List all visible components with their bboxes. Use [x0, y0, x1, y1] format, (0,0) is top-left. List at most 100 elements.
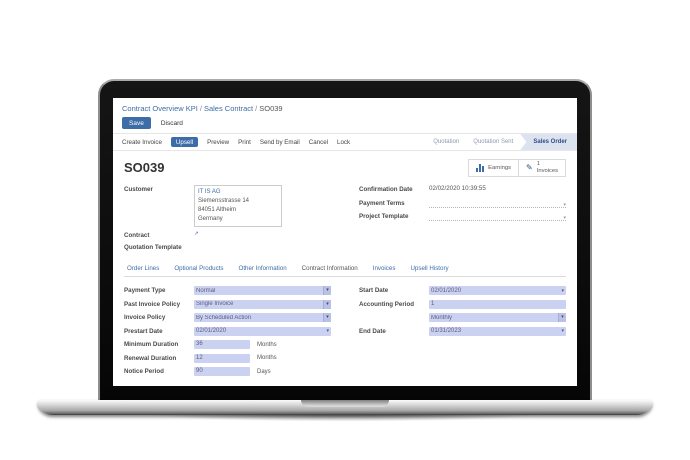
payment-type-label: Payment Type: [124, 287, 166, 294]
accounting-interval-select[interactable]: Monthly ▾: [429, 313, 566, 322]
invoice-policy-label: Invoice Policy: [124, 314, 166, 321]
discard-button[interactable]: Discard: [160, 119, 183, 127]
upsell-button[interactable]: Upsell: [170, 137, 199, 147]
info-fields: Customer IT IS AG Siemensstrasse 14 8405…: [124, 185, 566, 255]
end-date-field[interactable]: 01/31/2023 ▾: [429, 326, 566, 336]
earnings-stat-button[interactable]: Earnings: [468, 159, 520, 177]
payment-terms-label: Payment Terms: [359, 200, 405, 207]
breadcrumb-link-sales-contract[interactable]: Sales Contract: [203, 104, 254, 113]
edit-actions-row: Save Discard: [113, 113, 577, 133]
create-invoice-button[interactable]: Create Invoice: [122, 138, 162, 146]
tab-optional-products[interactable]: Optional Products: [174, 265, 224, 272]
payment-terms-field[interactable]: ▾: [429, 199, 566, 208]
chevron-down-icon: ▾: [558, 313, 566, 322]
accounting-period-label: Accounting Period: [359, 300, 415, 308]
payment-type-select[interactable]: Normal ▾: [194, 286, 331, 295]
customer-name-link[interactable]: IT IS AG: [198, 189, 221, 195]
info-left-column: Customer IT IS AG Siemensstrasse 14 8405…: [124, 185, 331, 255]
control-panel: Create Invoice Upsell Preview Print Send…: [113, 133, 577, 151]
prestart-date-field[interactable]: 02/01/2020 ▾: [194, 326, 331, 336]
print-button[interactable]: Print: [238, 138, 251, 146]
field-row-prestart-date: Prestart Date 02/01/2020 ▾: [124, 326, 331, 336]
tab-invoices[interactable]: Invoices: [372, 265, 396, 272]
quotation-template-label: Quotation Template: [124, 244, 182, 251]
notebook-tabs: Order Lines Optional Products Other Info…: [124, 265, 566, 277]
form-sheet: SO039 Earnings ✎ 1 Invoices: [113, 151, 577, 381]
customer-address-line: Siemensstrasse 14: [198, 198, 250, 204]
field-row-accounting-period: Accounting Period 1: [359, 299, 566, 309]
tab-other-information[interactable]: Other Information: [238, 265, 287, 272]
customer-address-line: 84051 Altheim: [198, 207, 237, 213]
notice-period-unit: Days: [257, 368, 271, 375]
laptop-base: [38, 400, 652, 415]
field-row-past-invoice-policy: Past Invoice Policy Single Invoice ▾: [124, 299, 331, 309]
confirmation-date-value: 02/02/2020 10:39:55: [429, 185, 486, 192]
contract-left-column: Payment Type Normal ▾ Past Invoice Polic…: [124, 286, 331, 381]
breadcrumb-current: SO039: [259, 104, 283, 113]
prestart-date-label: Prestart Date: [124, 327, 163, 335]
renewal-duration-label: Renewal Duration: [124, 354, 177, 362]
minimum-duration-input[interactable]: 36: [194, 340, 250, 349]
breadcrumb-link-contract-overview-kpi[interactable]: Contract Overview KPI: [122, 104, 198, 113]
past-invoice-policy-select[interactable]: Single Invoice ▾: [194, 299, 331, 309]
breadcrumb: Contract Overview KPI / Sales Contract / SO0…: [113, 98, 577, 113]
tab-contract-information[interactable]: Contract Information: [301, 265, 358, 272]
status-quotation-sent[interactable]: Quotation Sent: [473, 139, 514, 145]
lock-button[interactable]: Lock: [337, 138, 351, 146]
field-row-confirmation-date: Confirmation Date 02/02/2020 10:39:55: [359, 185, 566, 193]
breadcrumb-separator: /: [199, 104, 202, 113]
chevron-down-icon: ▾: [563, 215, 566, 221]
notice-period-label: Notice Period: [124, 368, 164, 375]
statusbar: Quotation Quotation Sent Sales Order: [426, 134, 577, 150]
renewal-duration-input[interactable]: 12: [194, 353, 250, 363]
customer-address-line: Germany: [198, 216, 223, 222]
status-sales-order[interactable]: Sales Order: [520, 134, 577, 150]
field-row-start-date: Start Date 02/01/2020 ▾: [359, 286, 566, 295]
confirmation-date-label: Confirmation Date: [359, 186, 413, 193]
tab-upsell-history[interactable]: Upsell History: [410, 265, 449, 272]
notice-period-input[interactable]: 90: [194, 367, 250, 376]
field-row-renewal-duration: Renewal Duration 12 Months: [124, 353, 331, 363]
breadcrumb-separator: /: [255, 104, 258, 113]
project-template-field[interactable]: ▾: [429, 212, 566, 221]
end-date-label: End Date: [359, 327, 386, 335]
start-date-field[interactable]: 02/01/2020 ▾: [429, 286, 566, 295]
renewal-duration-unit: Months: [257, 355, 277, 361]
field-row-quotation-template: Quotation Template: [124, 243, 331, 251]
bar-chart-icon: [476, 164, 485, 172]
customer-label: Customer: [124, 186, 153, 193]
minimum-duration-unit: Months: [257, 341, 277, 348]
field-row-payment-type: Payment Type Normal ▾: [124, 286, 331, 295]
project-template-label: Project Template: [359, 213, 409, 220]
status-quotation[interactable]: Quotation: [433, 139, 460, 145]
field-row-payment-terms: Payment Terms ▾: [359, 199, 566, 208]
invoice-policy-select[interactable]: By Scheduled Action ▾: [194, 313, 331, 322]
internal-link-icon[interactable]: ↗: [194, 231, 199, 237]
chevron-down-icon: ▾: [323, 313, 331, 322]
field-row-notice-period: Notice Period 90 Days: [124, 367, 331, 376]
field-row-contract: Contract ↗: [124, 231, 331, 239]
accounting-period-input[interactable]: 1: [429, 299, 566, 309]
send-by-email-button[interactable]: Send by Email: [259, 138, 300, 146]
customer-field[interactable]: IT IS AG Siemensstrasse 14 84051 Altheim…: [194, 185, 282, 227]
past-invoice-policy-label: Past Invoice Policy: [124, 300, 181, 308]
field-row-customer: Customer IT IS AG Siemensstrasse 14 8405…: [124, 185, 331, 227]
field-row-invoice-policy: Invoice Policy By Scheduled Action ▾: [124, 313, 331, 322]
invoices-stat-button[interactable]: ✎ 1 Invoices: [518, 159, 566, 177]
chevron-down-icon: ▾: [563, 202, 566, 208]
save-button[interactable]: Save: [122, 117, 151, 129]
contract-label: Contract: [124, 232, 150, 239]
contract-information-fields: Payment Type Normal ▾ Past Invoice Polic…: [124, 286, 566, 381]
cancel-button[interactable]: Cancel: [308, 138, 329, 146]
field-row-accounting-interval: Monthly ▾: [359, 313, 566, 322]
stat-buttons: Earnings ✎ 1 Invoices: [468, 159, 566, 177]
invoices-label: Invoices: [536, 168, 558, 174]
title-row: SO039 Earnings ✎ 1 Invoices: [124, 159, 566, 177]
tab-order-lines[interactable]: Order Lines: [127, 265, 160, 272]
chevron-down-icon: ▾: [561, 328, 564, 334]
start-date-label: Start Date: [359, 287, 389, 294]
preview-button[interactable]: Preview: [207, 138, 230, 146]
laptop-bezel: Contract Overview KPI / Sales Contract / SO0…: [98, 79, 592, 400]
laptop-screen-content: Contract Overview KPI / Sales Contract / SO0…: [113, 98, 577, 386]
